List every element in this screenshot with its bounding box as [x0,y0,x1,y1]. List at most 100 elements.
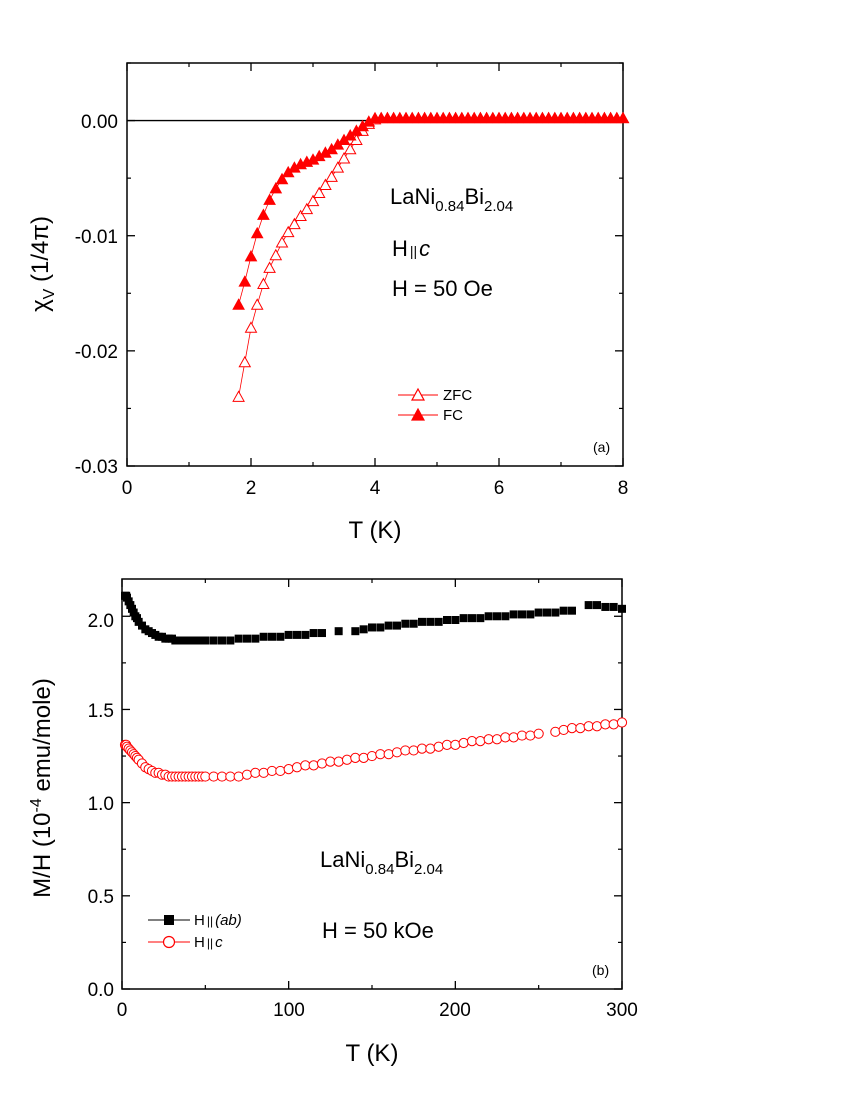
hc-point [291,762,303,773]
zfc-point [312,186,326,199]
hc-point [366,750,378,762]
zfc-point [275,236,289,248]
panel-b-x-tick-label: 300 [606,1000,638,1021]
hc-point [550,726,561,737]
hab-point [584,601,593,610]
hab-point [309,629,318,638]
fc-point [269,181,283,194]
hab-point [593,601,601,610]
hab-point [409,619,418,628]
fc-point [238,275,252,287]
hab-point [259,632,268,641]
zfc-point [257,277,270,289]
hc-point [200,771,211,782]
hc-point [316,758,328,769]
zfc-point [294,209,307,222]
hab-point [418,617,426,626]
fc-point [275,172,289,185]
hab-point [609,602,618,611]
panel-a-y-tick-label: -0.02 [75,342,118,363]
panel-b-y-tick-label: 1.0 [88,794,114,815]
hab-point [534,608,543,617]
hc-point [250,767,261,778]
hc-point [491,734,503,745]
panel-b: 0 100 200 300 0.0 0.5 1.0 1.5 2.0 T (K) … [28,578,638,1067]
hc-point [600,719,611,730]
hc-point [583,721,594,732]
hc-point [558,724,569,736]
hc-point [400,745,411,756]
hab-point [434,617,443,626]
hab-point [251,634,260,643]
hc-point [283,763,294,775]
hab-point [243,634,251,643]
hc-point [433,741,444,752]
hab-point [201,636,210,645]
panel-a-y-tick-label: 0.00 [81,112,118,133]
hab-point [509,610,518,619]
hab-point [426,617,435,626]
hab-point [468,614,476,623]
zfc-point [325,170,338,182]
hc-point [533,728,544,739]
hab-point [526,610,535,619]
hab-point [401,619,410,628]
hc-point [391,747,403,758]
hab-point [568,606,576,615]
panel-a-compound-label: LaNi0.84Bi2.04 [390,184,513,215]
hab-point [484,612,493,621]
hc-point [341,754,353,765]
hc-point [350,752,361,764]
hab-point [226,636,235,645]
panel-a-y-tick-label: -0.01 [75,227,118,248]
panel-a-field-direction-label: H ||c [392,236,430,261]
hab-point [284,630,293,639]
legend-zfc-label: ZFC [443,387,472,404]
panel-a-x-tick-label: 6 [494,478,505,499]
hc-point [466,736,478,747]
zfc-point [244,321,258,333]
fc-point [250,226,264,239]
hc-point [333,756,344,767]
hab-point [601,602,610,611]
legend-fc-marker [410,407,426,421]
hc-point [266,765,278,777]
hab-point [559,606,568,615]
fc-point [263,193,276,205]
hc-point [450,739,461,750]
hab-point [301,630,310,639]
zfc-point [281,225,295,238]
zfc-point [269,248,283,261]
zfc-point [306,194,320,207]
panel-a-ticks [126,62,624,467]
fc-point [257,208,270,220]
hab-point [318,629,326,638]
hab-point [384,621,393,630]
panel-a-x-tick-label: 4 [370,478,381,499]
hab-point [451,616,460,624]
hc-point [425,743,436,754]
zfc-point [238,355,252,368]
panel-b-x-tick-label: 100 [273,1000,305,1021]
panel-b-x-tick-label: 200 [439,1000,471,1021]
zfc-point [337,152,351,164]
panel-b-y-tick-label: 0.0 [88,980,114,1001]
zfc-point [331,161,345,173]
hc-point [275,765,286,777]
panel-b-legend: H || (ab) H || c [148,912,242,951]
hc-point [508,732,519,743]
panel-b-y-tick-label: 0.5 [88,887,114,908]
hc-point [408,745,419,756]
hc-point [241,769,253,780]
panel-b-field-label: H = 50 kOe [322,918,434,943]
hc-point [591,721,603,732]
hab-point [551,608,560,617]
hc-point [225,771,236,782]
hc-point [300,760,311,771]
hab-point [459,614,468,623]
hc-point [616,717,628,728]
panel-b-x-tick-label: 0 [117,1000,128,1021]
hab-point [234,634,243,643]
hab-point [501,612,510,621]
panel-b-ticks [121,579,623,990]
